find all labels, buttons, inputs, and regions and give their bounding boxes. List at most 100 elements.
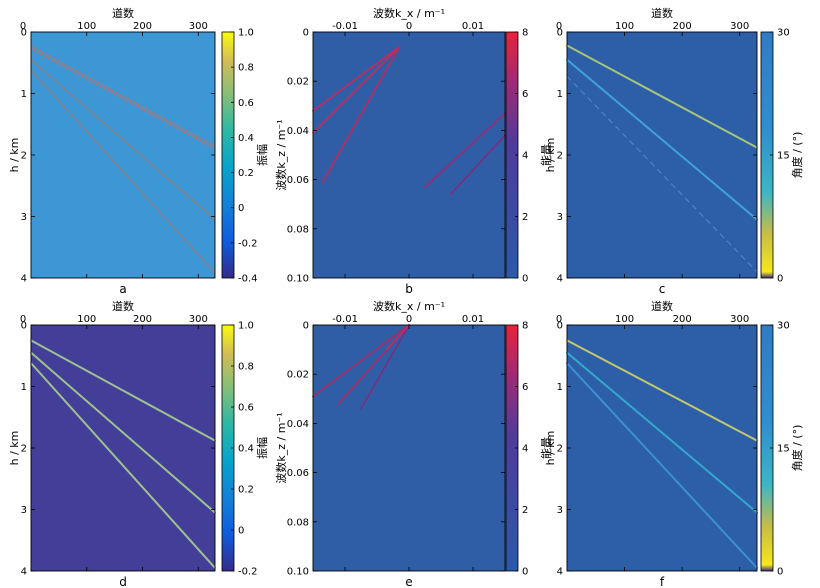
x-tick-label: 300 (189, 21, 208, 32)
y-tick-label: 1 (557, 89, 563, 100)
panel-b: -0.01 0 0.01 0 0.02 0.04 0.06 0.08 0.10 波数k_x / m… (275, 7, 553, 296)
x-tick-label: 200 (673, 21, 692, 32)
colorbar-tick-label: 2 (522, 212, 528, 223)
y-tick-label: 0 (303, 321, 309, 332)
panel-caption-c: c (659, 282, 666, 296)
y-tick-label: 0 (21, 28, 27, 39)
y-tick-label: 0.02 (287, 370, 309, 381)
event-line (566, 58, 758, 221)
y-tick-label: 0 (303, 28, 309, 39)
y-tick-label: 4 (21, 567, 27, 578)
y-tick-label: 4 (557, 274, 563, 285)
y-tick-label: 0.04 (287, 419, 309, 430)
colorbar-tick-label: 2 (522, 505, 528, 516)
plot-area-d (31, 325, 215, 571)
y-tick-label: 2 (21, 151, 27, 162)
y-tick-label: 0.08 (287, 517, 309, 528)
y-tick-label: 4 (21, 274, 27, 285)
colorbar-tick-label: -0.4 (238, 274, 258, 285)
event-line (566, 75, 758, 273)
x-tick-label: 0 (406, 21, 412, 32)
x-tick-label: 100 (615, 21, 634, 32)
colorbar-tick-label: 0.2 (238, 168, 254, 179)
panel-e: -0.01 0 0.01 0 0.02 0.04 0.06 0.08 0.10 波数k_x / m… (275, 300, 553, 588)
colorbar-tick-label: 1.0 (238, 28, 254, 39)
colorbar-tick-label: 0 (777, 567, 783, 578)
event-line (30, 69, 216, 274)
y-axis-label-f: h / km (544, 431, 557, 466)
y-tick-label: 3 (21, 212, 27, 223)
x-origin-label: 0 (20, 314, 26, 325)
x-tick-label: 0 (406, 314, 412, 325)
x-tick-label: 100 (615, 314, 634, 325)
y-tick-label: 2 (21, 444, 27, 455)
x-tick-label: 200 (673, 314, 692, 325)
y-tick-label: 0.08 (287, 224, 309, 235)
y-tick-label: 1 (557, 382, 563, 393)
x-tick-label: 100 (77, 314, 96, 325)
y-tick-label: 0 (557, 28, 563, 39)
x-axis-label-f: 道数 (651, 299, 673, 313)
event-line (30, 362, 216, 569)
y-tick-label: 0.10 (287, 567, 309, 578)
event-line (321, 45, 401, 183)
event-line (312, 45, 401, 112)
colorbar-tick-label: 0.2 (238, 485, 254, 496)
colorbar-tick-label: 0.6 (238, 98, 254, 109)
y-tick-label: 4 (557, 567, 563, 578)
x-tick-label: 300 (189, 314, 208, 325)
colorbar-label-d: 振幅 (255, 437, 269, 459)
colorbar-tick-label: 0.4 (238, 133, 254, 144)
x-tick-label: 200 (133, 314, 152, 325)
plot-area-f (567, 325, 757, 571)
colorbar-tick-label: 15 (777, 151, 790, 162)
panel-caption-d: d (119, 575, 127, 588)
event-line (360, 324, 410, 410)
event-line (30, 59, 216, 221)
x-origin-label: 0 (556, 314, 562, 325)
x-axis-label-c: 道数 (651, 6, 673, 20)
colorbar-tick-label: 4 (522, 444, 528, 455)
plot-area-b (313, 32, 505, 278)
y-tick-label: 0 (557, 321, 563, 332)
colorbar-tick-label: -0.2 (238, 567, 258, 578)
y-tick-label: 0.06 (287, 468, 309, 479)
colorbar-tick-label: 4 (522, 151, 528, 162)
x-axis-label-b: 波数k_x / m⁻¹ (373, 7, 445, 20)
colorbar-label-b: 能量 (539, 144, 553, 166)
event-line (449, 134, 506, 196)
y-axis-label-d: h / km (8, 431, 21, 466)
colorbar-label-a: 振幅 (255, 144, 269, 166)
y-axis-label-a: h / km (8, 138, 21, 173)
x-axis-label-d: 道数 (112, 299, 134, 313)
plot-area-a (31, 32, 215, 278)
colorbar-tick-label: 0.8 (238, 362, 254, 373)
x-origin-label: 0 (20, 21, 26, 32)
x-tick-label: 200 (133, 21, 152, 32)
panel-caption-f: f (660, 575, 665, 588)
colorbar-tick-label: 6 (522, 89, 528, 100)
y-tick-label: 0.04 (287, 126, 309, 137)
colorbar-tick-label: 8 (522, 321, 528, 332)
event-line (312, 45, 401, 134)
colorbar-tick-label: 6 (522, 382, 528, 393)
colorbar-tick-label: 0 (522, 567, 528, 578)
panel-caption-b: b (405, 282, 413, 296)
colorbar-label-f: 角度 / (°) (790, 425, 804, 472)
colorbar-tick-label: 30 (777, 321, 790, 332)
colorbar-tick-label: -0.2 (238, 238, 258, 249)
colorbar-tick-label: 0 (238, 203, 244, 214)
y-tick-label: 0.10 (287, 274, 309, 285)
colorbar-tick-label: 8 (522, 28, 528, 39)
colorbar-label-c: 角度 / (°) (790, 132, 804, 179)
event-line (566, 44, 758, 149)
y-tick-label: 3 (21, 505, 27, 516)
x-tick-label: 0.01 (462, 21, 484, 32)
event-line (30, 48, 216, 150)
event-line (385, 324, 410, 351)
panel-caption-e: e (405, 575, 412, 588)
